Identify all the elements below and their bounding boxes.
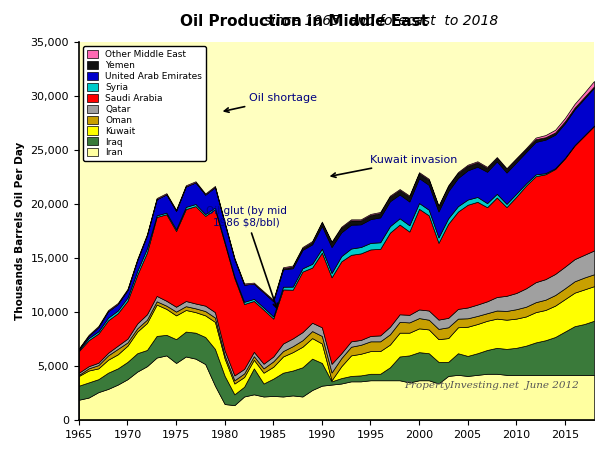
Legend: Other Middle East, Yemen, United Arab Emirates, Syria, Saudi Arabia, Qatar, Oman: Other Middle East, Yemen, United Arab Em…: [83, 46, 206, 161]
Text: PropertyInvesting.net  June 2012: PropertyInvesting.net June 2012: [404, 381, 579, 390]
Text: since 1965  and forecast  to 2018: since 1965 and forecast to 2018: [111, 14, 498, 28]
Text: Oil glut (by mid
1986 $8/bbl): Oil glut (by mid 1986 $8/bbl): [206, 206, 286, 308]
Text: Oil Production in Middle East: Oil Production in Middle East: [180, 14, 429, 29]
Text: Kuwait invasion: Kuwait invasion: [331, 155, 458, 177]
Text: Oil shortage: Oil shortage: [224, 93, 317, 112]
Y-axis label: Thousands Barrels Oil Per Day: Thousands Barrels Oil Per Day: [15, 142, 25, 320]
